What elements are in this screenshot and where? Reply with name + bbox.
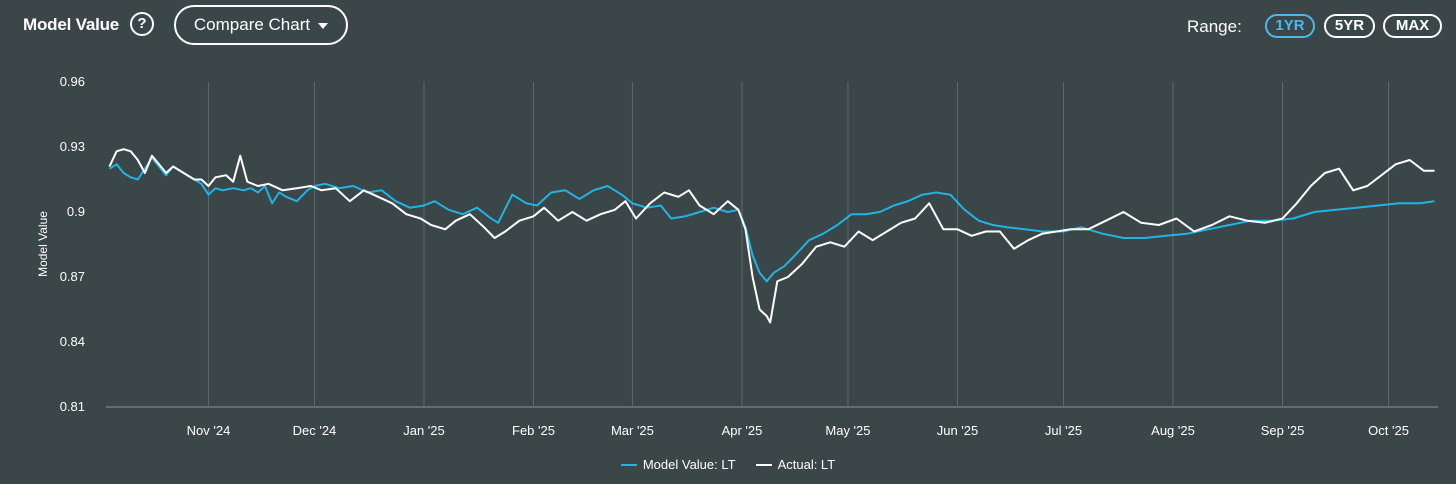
x-tick-label: Dec '24: [293, 423, 337, 438]
y-tick-label: 0.87: [60, 269, 85, 284]
legend-swatch-model: [620, 463, 637, 466]
legend-label-actual: Actual: LT: [777, 457, 836, 472]
y-tick-label: 0.9: [67, 204, 85, 219]
range-max-button[interactable]: MAX: [1383, 14, 1442, 38]
legend-label-model: Model Value: LT: [642, 457, 736, 472]
x-tick-label: Oct '25: [1368, 423, 1409, 438]
caret-down-icon: [318, 23, 329, 29]
question-icon[interactable]: ?: [130, 12, 154, 36]
grid-layer: [106, 82, 1438, 408]
series-line-model-value[interactable]: [108, 156, 1435, 283]
chart-title: Model Value: [23, 15, 120, 34]
y-tick-label: 0.93: [60, 139, 85, 154]
y-axis-label: Model Value: [36, 211, 50, 277]
x-tick-label: Jul '25: [1045, 423, 1082, 438]
legend-swatch-actual: [755, 463, 772, 466]
legend-item-actual[interactable]: Actual: LT: [755, 457, 836, 472]
x-tick-label: Nov '24: [187, 423, 231, 438]
chart-header: Model Value ? Compare Chart Range: 1YR 5…: [0, 0, 1456, 52]
compare-chart-button[interactable]: Compare Chart: [174, 5, 348, 45]
y-axis: 0.96 0.93 0.9 0.87 0.84 0.81: [60, 74, 85, 414]
x-tick-label: Jan '25: [403, 423, 445, 438]
series-layer: [108, 148, 1435, 324]
x-tick-label: Aug '25: [1151, 423, 1195, 438]
legend-item-model[interactable]: Model Value: LT: [620, 457, 736, 472]
chart-legend: Model Value: LT Actual: LT: [0, 457, 1456, 472]
x-axis: Nov '24 Dec '24 Jan '25 Feb '25 Mar '25 Apr '…: [187, 423, 1409, 438]
x-tick-label: Mar '25: [611, 423, 654, 438]
x-tick-label: Feb '25: [512, 423, 555, 438]
range-1yr-button[interactable]: 1YR: [1265, 14, 1315, 38]
y-tick-label: 0.84: [60, 334, 85, 349]
x-tick-label: May '25: [825, 423, 870, 438]
x-tick-label: Apr '25: [722, 423, 763, 438]
x-tick-label: Jun '25: [937, 423, 979, 438]
compare-chart-label: Compare Chart: [193, 15, 311, 34]
x-tick-label: Sep '25: [1261, 423, 1305, 438]
range-label: Range:: [1187, 17, 1242, 36]
y-tick-label: 0.96: [60, 74, 85, 89]
range-5yr-button[interactable]: 5YR: [1324, 14, 1375, 38]
y-tick-label: 0.81: [60, 399, 85, 414]
series-line-actual[interactable]: [108, 148, 1435, 324]
